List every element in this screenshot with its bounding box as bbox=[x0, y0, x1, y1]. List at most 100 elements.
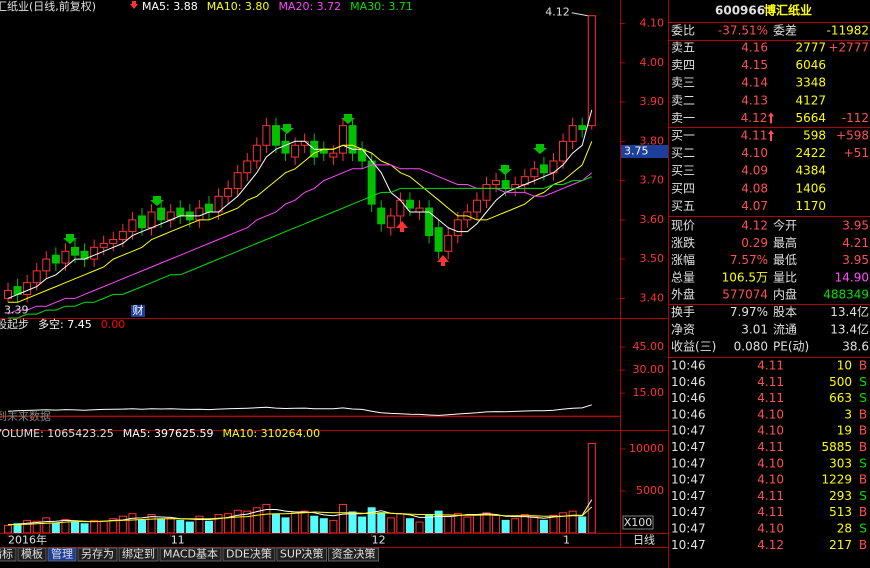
toolbar-tab[interactable]: DDE决策 bbox=[226, 547, 272, 561]
order-price: 4.13 bbox=[741, 93, 768, 107]
volume-bar bbox=[281, 517, 290, 533]
toolbar-tab[interactable]: 模板 bbox=[21, 547, 43, 561]
volume-bar bbox=[568, 510, 577, 533]
order-volume: 2422 bbox=[795, 146, 826, 160]
candle-body bbox=[281, 140, 290, 154]
volume-bar bbox=[549, 514, 558, 533]
volume-bar bbox=[42, 517, 51, 533]
volume-bar bbox=[185, 521, 194, 533]
order-change: +598 bbox=[836, 129, 869, 143]
volume-bar bbox=[520, 514, 529, 533]
y-tick-label: 3.90 bbox=[640, 95, 665, 108]
y-tick-label: 4.00 bbox=[640, 56, 665, 69]
volume-bar bbox=[262, 503, 271, 533]
field-value: 577074 bbox=[722, 288, 768, 302]
volume-bar bbox=[405, 518, 414, 533]
volume-bar bbox=[492, 514, 501, 533]
period-label[interactable]: 日线 bbox=[633, 533, 655, 547]
order-volume: 4127 bbox=[795, 93, 826, 107]
legend-entry: 股起步 bbox=[0, 318, 29, 331]
volume-bar bbox=[539, 519, 548, 533]
volume-bar bbox=[99, 520, 108, 533]
candle-body bbox=[23, 282, 32, 295]
trade-side: B bbox=[859, 538, 867, 552]
field-value: 4.21 bbox=[842, 236, 869, 250]
order-volume: 2777 bbox=[795, 41, 826, 55]
trade-time: 10:46 bbox=[671, 407, 706, 421]
volume-bar bbox=[501, 519, 510, 533]
volume-bar bbox=[319, 518, 328, 533]
field-value: 3.01 bbox=[741, 322, 768, 336]
volume-bar bbox=[137, 519, 146, 533]
volume-bar bbox=[453, 513, 462, 533]
volume-bar bbox=[530, 516, 539, 533]
field-label: 总量 bbox=[671, 270, 695, 284]
tab-box bbox=[77, 547, 118, 562]
toolbar-tab[interactable]: MACD基本 bbox=[163, 547, 218, 561]
y-tick-label: 3.40 bbox=[640, 291, 665, 304]
volume-bar bbox=[80, 523, 89, 533]
field-value: 0.080 bbox=[734, 340, 768, 354]
volume-bar bbox=[214, 514, 223, 533]
candle-body bbox=[32, 270, 41, 284]
candle-body bbox=[578, 125, 587, 131]
order-change: +2777 bbox=[828, 41, 869, 55]
toolbar-tab[interactable]: SUP决策 bbox=[280, 547, 324, 561]
order-label: 买四 bbox=[671, 181, 695, 195]
trade-side: S bbox=[859, 522, 867, 536]
x-tick-label: 12 bbox=[372, 534, 386, 547]
candle-body bbox=[271, 125, 280, 146]
toolbar-tab[interactable]: 指标 bbox=[0, 547, 13, 561]
volume-bar bbox=[310, 515, 319, 533]
trade-volume: 28 bbox=[837, 522, 852, 536]
volume-bar bbox=[90, 519, 99, 533]
legend-entry: MA10: 310264.00 bbox=[222, 427, 320, 440]
trade-price: 4.11 bbox=[757, 391, 784, 405]
trade-time: 10:46 bbox=[671, 391, 706, 405]
trade-volume: 5885 bbox=[821, 440, 852, 454]
volume-bar bbox=[559, 512, 568, 533]
trade-side: S bbox=[859, 489, 867, 503]
field-value: 3.95 bbox=[842, 219, 869, 233]
unit-box bbox=[622, 515, 654, 530]
volume-bar bbox=[51, 522, 60, 533]
trade-price: 4.11 bbox=[757, 440, 784, 454]
y-tick-label: 15.00 bbox=[633, 386, 665, 399]
field-value: 38.6 bbox=[842, 340, 869, 354]
tab-box bbox=[47, 547, 77, 562]
candle-body bbox=[204, 203, 213, 213]
trend-arrow bbox=[768, 112, 774, 124]
tab-box bbox=[276, 547, 328, 562]
toolbar-tab[interactable]: 管理 bbox=[51, 547, 73, 561]
y-tick-label: 3.80 bbox=[640, 134, 665, 147]
volume-bar bbox=[4, 524, 12, 533]
charts: 4.12 3.39 bbox=[0, 6, 620, 533]
trade-price: 4.10 bbox=[757, 522, 784, 536]
legend-entry: MA30: 3.71 bbox=[350, 0, 413, 13]
candle-body bbox=[157, 207, 166, 221]
candle-body bbox=[453, 219, 462, 237]
toolbar-tab[interactable]: 另存为 bbox=[81, 547, 114, 561]
volume-bar bbox=[147, 514, 156, 533]
trade-price: 4.11 bbox=[757, 489, 784, 503]
field-value: 13.4亿 bbox=[830, 304, 869, 319]
trade-side: S bbox=[859, 391, 867, 405]
trade-time: 10:46 bbox=[671, 359, 706, 373]
volume-bar bbox=[32, 520, 41, 533]
order-volume: 4384 bbox=[795, 164, 826, 178]
candle-body bbox=[492, 180, 501, 186]
volume-bar bbox=[109, 518, 118, 533]
trade-time: 10:46 bbox=[671, 375, 706, 389]
field-label: 最高 bbox=[773, 235, 797, 250]
ma-line bbox=[8, 141, 593, 303]
y-tick-label: 3.50 bbox=[640, 252, 665, 265]
trade-time: 10:47 bbox=[671, 538, 706, 552]
trade-volume: 217 bbox=[829, 538, 852, 552]
order-volume: 1406 bbox=[795, 181, 826, 195]
field-value: 3.95 bbox=[842, 253, 869, 267]
toolbar-tab[interactable]: 资金决策 bbox=[332, 547, 376, 561]
candle-body bbox=[530, 168, 539, 178]
toolbar-tab[interactable]: 绑定到 bbox=[122, 547, 155, 561]
